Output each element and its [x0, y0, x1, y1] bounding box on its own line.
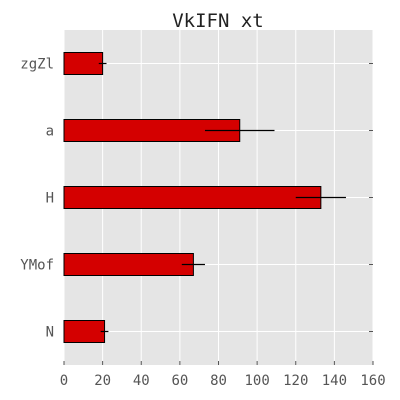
- x-tick-label: 80: [210, 373, 227, 389]
- category-label: H: [46, 191, 54, 207]
- x-tick-label: 0: [60, 373, 68, 389]
- bar: [63, 320, 106, 343]
- x-tick-labels: 0 20 40 60 80 100 120 140 160: [60, 373, 386, 389]
- x-tick-label: 160: [360, 373, 385, 389]
- category-label: a: [46, 124, 54, 140]
- chart-title: VkIFN xt: [172, 10, 264, 32]
- error-bar-group: [98, 62, 346, 333]
- category-label: N: [46, 325, 54, 341]
- y-tick-labels: zgZl a H YMof N: [20, 57, 54, 341]
- x-tick-label: 100: [244, 373, 269, 389]
- x-tick-label: 140: [322, 373, 347, 389]
- x-tick-label: 20: [94, 373, 111, 389]
- x-tick-label: 120: [283, 373, 308, 389]
- x-tick-label: 40: [133, 373, 150, 389]
- x-tick-label: 60: [171, 373, 188, 389]
- bar: [63, 186, 322, 209]
- bar: [63, 253, 194, 276]
- bar-group: [63, 52, 322, 343]
- bar: [63, 52, 104, 75]
- category-label: zgZl: [20, 57, 54, 73]
- category-label: YMof: [20, 258, 54, 274]
